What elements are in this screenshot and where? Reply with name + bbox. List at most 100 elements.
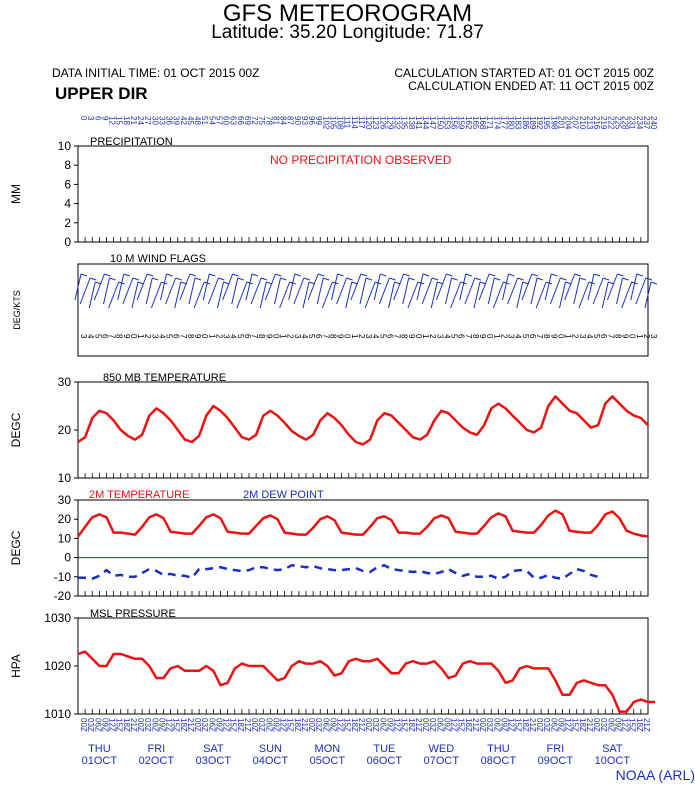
forecast-hour-label: 132 <box>393 116 402 130</box>
wind-barb <box>217 281 224 309</box>
wind-speed-label: 4 <box>442 334 451 339</box>
wind-barb-flag <box>346 277 353 281</box>
day-date-label: 09OCT <box>538 755 574 767</box>
wind-barb <box>264 273 276 301</box>
utc-hour-label: 06Z <box>606 718 615 732</box>
wind-barb-flag <box>294 273 301 277</box>
wind-barb-flag <box>488 273 496 277</box>
wind-barb <box>487 277 495 305</box>
forecast-hour-label: 12 <box>108 116 117 125</box>
wind-barb <box>630 273 638 301</box>
wind-speed-label: 3 <box>222 334 231 339</box>
wind-barb <box>549 277 561 305</box>
y-tick-label: 10 <box>58 139 72 153</box>
utc-hour-label: 06Z <box>321 718 330 732</box>
wind-speed-label: 0 <box>200 334 209 339</box>
y-tick-label: 6 <box>64 177 71 191</box>
initial-time-text: DATA INITIAL TIME: 01 OCT 2015 00Z <box>52 66 260 80</box>
wind-speed-label: 6 <box>243 334 252 339</box>
forecast-hour-label: 123 <box>371 116 380 130</box>
wind-speed-label: 8 <box>115 334 124 339</box>
utc-hour-label: 03Z <box>428 718 437 732</box>
wind-barb <box>416 273 424 301</box>
utc-hour-label: 12Z <box>621 718 630 732</box>
wind-barb <box>131 281 139 309</box>
utc-hour-label: 09Z <box>556 718 565 732</box>
wind-speed-label: 6 <box>528 334 537 339</box>
forecast-hour-label: 231 <box>628 116 637 130</box>
forecast-hour-label: 216 <box>592 116 601 130</box>
wind-speed-label: 9 <box>193 334 202 339</box>
wind-speed-label: 0 <box>628 334 637 339</box>
wind-barb-flag <box>636 273 643 277</box>
wind-speed-label: 7 <box>535 334 544 339</box>
wind-barb-flag <box>152 277 159 281</box>
y-tick-label: 1020 <box>44 659 71 673</box>
wind-speed-label: 3 <box>79 334 88 339</box>
forecast-hour-label: 33 <box>157 116 166 125</box>
utc-hour-label: 15Z <box>571 718 580 732</box>
forecast-hour-label: 63 <box>229 116 238 125</box>
forecast-hour-label: 36 <box>165 116 174 125</box>
utc-hour-label: 09Z <box>499 718 508 732</box>
utc-hour-label: 09Z <box>442 718 451 732</box>
wind-speed-label: 6 <box>457 334 466 339</box>
forecast-hour-label: 24 <box>136 116 145 125</box>
y-tick-label: 1010 <box>44 707 71 721</box>
utc-hour-label: 00Z <box>592 718 601 732</box>
forecast-hour-label: 141 <box>414 116 423 130</box>
utc-hour-label: 09Z <box>157 718 166 732</box>
utc-hour-label: 18Z <box>635 718 644 732</box>
wind-barb-flag <box>536 277 544 281</box>
wind-barb <box>578 281 590 309</box>
wind-speed-label: 1 <box>635 334 644 339</box>
forecast-hour-label: 162 <box>464 116 473 130</box>
wind-barb <box>160 273 167 301</box>
wind-barb <box>621 281 633 309</box>
utc-hour-label: 06Z <box>378 718 387 732</box>
wind-barb <box>606 273 618 301</box>
forecast-hour-label: 159 <box>457 116 466 130</box>
wind-barb-flag <box>531 273 539 277</box>
day-date-label: 08OCT <box>481 755 517 767</box>
wind-speed-label: 5 <box>93 334 102 339</box>
wind-barb <box>193 281 205 309</box>
wind-barb <box>165 277 177 305</box>
wind-speed-label: 1 <box>492 334 501 339</box>
forecast-hour-label: 30 <box>150 116 159 125</box>
wind-barb-flag <box>104 273 111 277</box>
wind-barb <box>521 273 533 301</box>
wind-speed-label: 9 <box>621 334 630 339</box>
day-name-label: MON <box>315 743 341 755</box>
t850-panel-title: 850 MB TEMPERATURE <box>103 372 226 384</box>
wind-barb <box>302 281 310 309</box>
wind-barb-flag <box>194 277 202 281</box>
wind-speed-label: 1 <box>350 334 359 339</box>
forecast-hour-label: 126 <box>378 116 387 130</box>
forecast-hour-label: 27 <box>143 116 152 125</box>
y-tick-label: 30 <box>58 375 72 389</box>
wind-barb-flag <box>132 277 140 281</box>
utc-hour-label: 21Z <box>186 718 195 732</box>
y-tick-label: 10 <box>58 471 72 485</box>
forecast-hour-label: 72 <box>250 116 259 125</box>
wind-speed-label: 4 <box>300 334 309 339</box>
y-tick-label: 2 <box>64 216 71 230</box>
wind-speed-label: 8 <box>186 334 195 339</box>
wind-speed-label: 2 <box>286 334 295 339</box>
legend-2m-dew-point: 2M DEW POINT <box>243 489 324 501</box>
y-tick-label: 0 <box>64 235 71 249</box>
panel-frame-t850 <box>77 381 649 479</box>
wind-barb <box>445 277 452 305</box>
wind-barb <box>150 281 162 309</box>
day-date-label: 06OCT <box>367 755 403 767</box>
utc-hour-label: 00Z <box>193 718 202 732</box>
utc-hour-label: 03Z <box>200 718 209 732</box>
wind-speed-label: 8 <box>471 334 480 339</box>
forecast-hour-label: 210 <box>578 116 587 130</box>
wind-barb <box>421 277 433 305</box>
forecast-hour-label: 120 <box>364 116 373 130</box>
wind-speed-label: 3 <box>293 334 302 339</box>
wind-barb <box>478 273 490 301</box>
